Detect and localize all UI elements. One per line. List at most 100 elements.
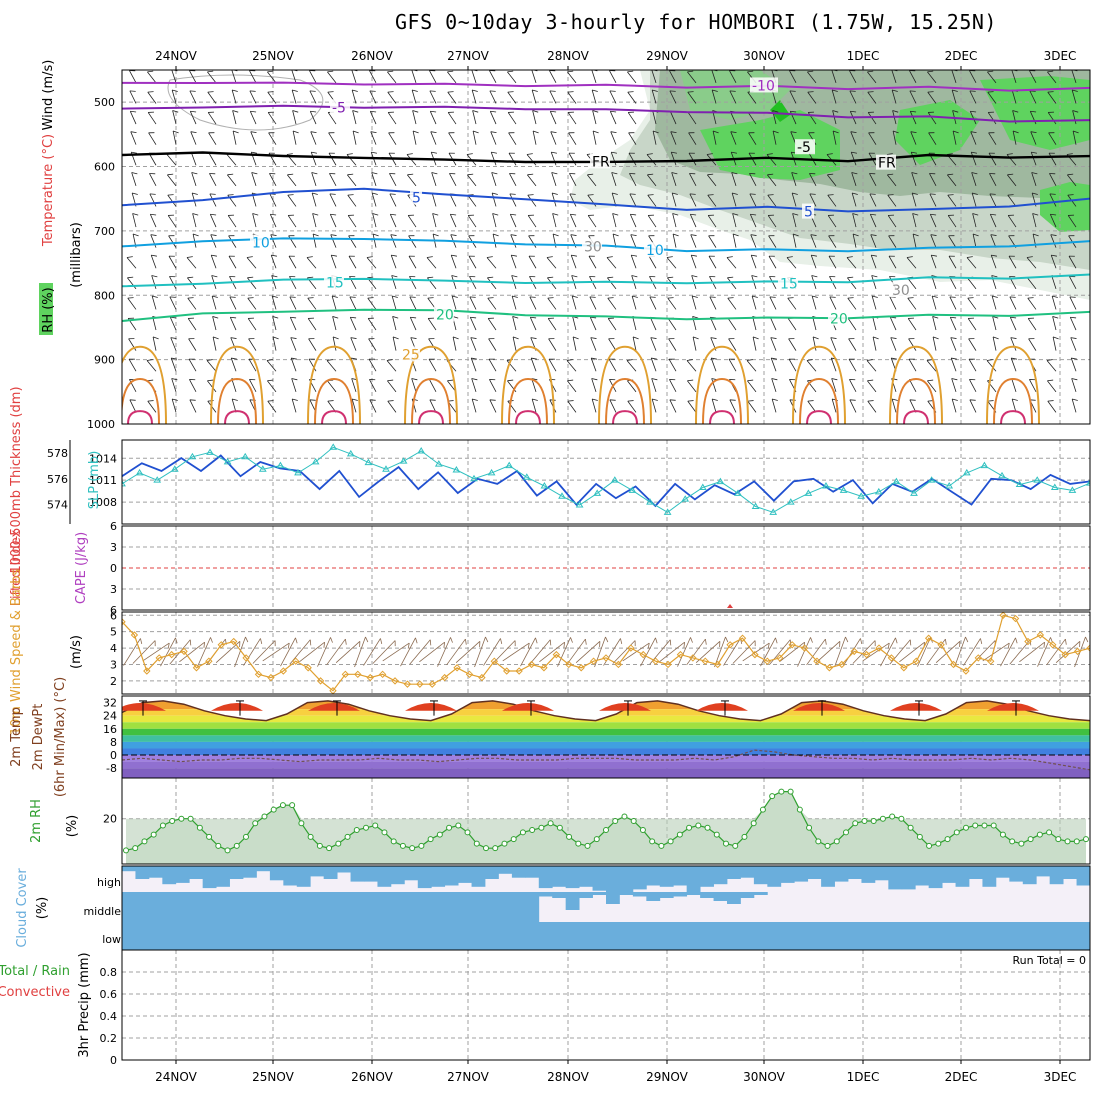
cloud-bar [713, 866, 728, 885]
barb-flag [247, 297, 254, 299]
barb-flag [775, 637, 778, 644]
barb-staff [179, 641, 205, 663]
barb-staff [1047, 380, 1057, 393]
barb-flag [266, 359, 273, 361]
barb-flag [192, 192, 198, 195]
barb-staff [867, 112, 877, 125]
upper-wind-barb [1050, 254, 1058, 269]
barb-flag [651, 357, 658, 360]
upper-wind-barb [730, 131, 737, 145]
upper-wind-barb [1050, 234, 1057, 248]
barb-staff [932, 316, 937, 331]
barb-staff [791, 192, 797, 207]
upper-wind-barb [1026, 256, 1037, 269]
barb-flag [728, 338, 735, 340]
barb-flag [229, 296, 236, 298]
wind-speed-marker [527, 660, 536, 669]
barb-flag [570, 637, 573, 643]
upper-wind-barb [686, 359, 697, 372]
wind-speed-marker [1049, 641, 1057, 649]
barb-flag [683, 642, 686, 648]
upper-wind-barb [728, 338, 737, 351]
contour-label-bg [828, 310, 848, 326]
barb-staff [626, 360, 637, 372]
upper-wind-barb [907, 317, 917, 331]
barb-flag [311, 172, 318, 175]
isotherm-10 [122, 237, 1090, 253]
slp-marker [1068, 486, 1077, 493]
cloud-bar [700, 892, 714, 898]
upper-wind-barb [348, 235, 357, 248]
barb-flag [851, 151, 858, 154]
barb-flag [330, 213, 337, 216]
barb-flag [691, 254, 698, 257]
upper-wind-barb [349, 316, 357, 331]
barb-flag [1052, 336, 1059, 340]
upper-wind-barb [1070, 357, 1078, 372]
upper-wind-barb [609, 110, 617, 125]
barb-flag [839, 641, 841, 647]
barb-flag [471, 378, 478, 381]
barb-flag [408, 255, 415, 257]
rh-marker [316, 842, 323, 849]
upper-wind-barb [891, 89, 898, 104]
upper-wind-barb [852, 213, 859, 228]
barb-staff [389, 193, 397, 207]
rh-marker [363, 824, 369, 831]
barb-flag [748, 152, 755, 154]
barb-staff [969, 379, 977, 393]
barb-staff [502, 642, 530, 662]
barb-flag [607, 276, 614, 279]
upper-wind-barb [147, 91, 157, 104]
upper-wind-barb [229, 316, 237, 331]
barb-staff [123, 638, 141, 666]
precip-panel: Run Total = 0 [1013, 954, 1087, 967]
upper-wind-barb [288, 255, 297, 269]
barb-flag [599, 641, 601, 647]
upper-wind-barb [489, 379, 497, 393]
surface-wind-barb [982, 642, 1010, 662]
barb-staff [647, 215, 657, 228]
barb-flag [707, 194, 714, 196]
barb-flag [807, 70, 814, 73]
contour-label: 20 [436, 308, 454, 324]
wind-speed-line [122, 614, 1090, 692]
cloud-bar [955, 866, 970, 887]
upper-wind-barb [209, 173, 217, 187]
slp-marker [558, 492, 566, 499]
barb-flag [367, 276, 374, 279]
upper-wind-barb [272, 316, 279, 331]
barb-flag [329, 193, 336, 195]
barb-flag [549, 70, 556, 72]
upper-wind-barb [630, 254, 638, 269]
barb-flag [208, 132, 215, 134]
cloud-bar [337, 866, 351, 873]
barb-flag [987, 91, 994, 93]
barb-flag [827, 173, 834, 176]
barb-staff [631, 295, 637, 310]
barb-staff [387, 71, 397, 84]
cloud-bar [202, 892, 217, 922]
temp-tick: 0 [110, 749, 117, 762]
cloud-bar [969, 922, 983, 950]
isotherm-15 [122, 273, 1090, 288]
barb-flag [514, 640, 516, 647]
upper-wind-barb [647, 173, 657, 187]
barb-flag [1052, 316, 1059, 319]
barb-flag [867, 91, 874, 93]
cloud-bar [471, 922, 486, 950]
barb-flag [291, 357, 298, 360]
surface-wind-barb [1037, 637, 1053, 667]
barb-staff [428, 358, 437, 372]
upper-wind-barb [209, 213, 217, 228]
cloud-bar [834, 866, 849, 882]
upper-wind-barb [547, 297, 557, 310]
barb-staff [354, 636, 366, 668]
upper-wind-barb [771, 378, 778, 392]
barb-staff [627, 400, 637, 413]
barb-staff [607, 297, 617, 310]
barb-flag [992, 295, 998, 298]
barb-flag [968, 338, 975, 340]
upper-wind-barb [488, 358, 497, 372]
barb-staff [671, 172, 677, 186]
